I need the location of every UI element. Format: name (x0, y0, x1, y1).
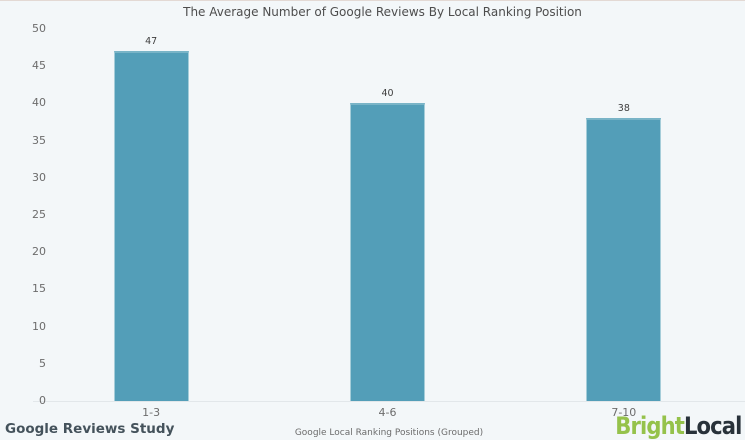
y-axis-tick-label: 5 (39, 356, 46, 370)
y-axis-tick-label: 50 (32, 22, 46, 35)
brightlocal-logo: BrightLocal (615, 412, 743, 440)
y-axis-tick-label: 0 (39, 394, 46, 407)
y-axis-tick-label: 10 (32, 319, 46, 333)
y-axis-tick-label: 25 (32, 208, 46, 221)
brightlocal-logo-bright: Bright (615, 412, 686, 440)
x-axis-category-label: 1-3 (142, 406, 161, 419)
y-axis-tick-label: 15 (32, 282, 46, 296)
bar-value-label: 47 (145, 36, 158, 48)
x-axis-line (33, 401, 745, 402)
y-axis-tick-label: 30 (32, 170, 46, 184)
bar-value-label: 38 (617, 103, 630, 115)
y-axis-tick-label: 45 (32, 59, 46, 73)
y-axis-tick-label: 35 (32, 133, 46, 147)
chart-title: The Average Number of Google Reviews By … (183, 5, 582, 19)
study-source-label: Google Reviews Study (5, 421, 175, 437)
y-axis-tick-label: 40 (32, 96, 46, 110)
x-axis-category-label: 4-6 (378, 406, 397, 419)
bar-4-6[interactable] (350, 103, 425, 401)
bar-1-3[interactable] (113, 51, 189, 401)
x-axis-title: Google Local Ranking Positions (Grouped) (294, 428, 484, 438)
bar-7-10[interactable] (586, 118, 662, 401)
brightlocal-logo-local: Local (684, 412, 742, 440)
x-axis-category-label: 7-10 (611, 406, 637, 419)
bar-value-label: 40 (381, 88, 394, 100)
y-axis-tick-label: 20 (32, 245, 46, 259)
